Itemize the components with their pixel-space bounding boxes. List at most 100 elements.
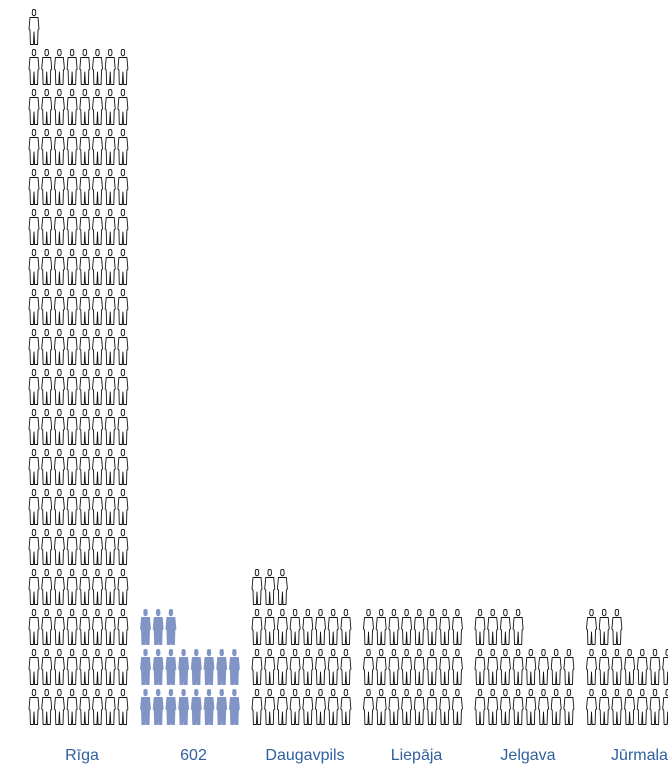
bar-3	[363, 609, 463, 725]
person-icon	[302, 609, 314, 645]
bar-0	[28, 9, 129, 725]
person-icon	[598, 609, 610, 645]
person-icon	[92, 689, 103, 725]
person-icon	[190, 689, 202, 725]
person-icon	[117, 209, 129, 245]
person-icon	[104, 249, 116, 285]
person-icon	[79, 289, 91, 325]
person-icon	[340, 649, 352, 685]
person-icon	[79, 129, 91, 165]
person-icon	[525, 649, 537, 685]
person-icon	[117, 449, 129, 485]
person-icon	[104, 89, 116, 125]
person-icon	[104, 489, 116, 525]
person-icon	[315, 649, 326, 685]
person-icon	[375, 649, 387, 685]
person-icon	[79, 449, 91, 485]
person-icon	[611, 609, 623, 645]
person-icon	[79, 609, 91, 645]
person-icon	[340, 689, 352, 725]
person-icon	[53, 129, 65, 165]
person-icon	[649, 689, 661, 725]
person-icon	[264, 689, 276, 725]
person-icon	[487, 689, 499, 725]
person-icon	[327, 689, 339, 725]
person-icon	[451, 609, 463, 645]
person-icon	[178, 649, 190, 685]
person-icon	[53, 289, 65, 325]
person-icon	[66, 369, 78, 405]
person-icon	[41, 129, 53, 165]
person-icon	[451, 649, 463, 685]
person-icon	[41, 89, 53, 125]
person-icon	[66, 289, 78, 325]
person-icon	[117, 89, 129, 125]
person-icon	[611, 689, 623, 725]
person-icon	[104, 129, 116, 165]
person-icon	[439, 649, 451, 685]
person-icon	[28, 689, 40, 725]
person-icon	[499, 649, 511, 685]
category-label: Jūrmala	[611, 747, 668, 764]
person-icon	[611, 649, 623, 685]
person-icon	[117, 609, 129, 645]
person-icon	[327, 609, 339, 645]
person-icon	[140, 609, 151, 645]
person-icon	[79, 529, 91, 565]
person-icon	[104, 169, 116, 205]
person-icon	[216, 649, 228, 685]
person-icon	[203, 649, 215, 685]
category-label: Daugavpils	[265, 747, 345, 764]
person-icon	[53, 569, 65, 605]
person-icon	[28, 89, 40, 125]
person-icon	[117, 529, 129, 565]
person-icon	[624, 649, 636, 685]
person-icon	[474, 649, 486, 685]
person-icon	[649, 649, 661, 685]
person-icon	[538, 649, 549, 685]
person-icon	[117, 49, 129, 85]
person-icon	[363, 609, 374, 645]
person-icon	[117, 689, 129, 725]
person-icon	[92, 409, 103, 445]
person-icon	[104, 329, 116, 365]
person-icon	[104, 689, 116, 725]
person-icon	[92, 529, 103, 565]
person-icon	[264, 569, 276, 605]
person-icon	[92, 569, 103, 605]
person-icon	[53, 449, 65, 485]
person-icon	[426, 689, 438, 725]
person-icon	[92, 369, 103, 405]
person-icon	[451, 689, 463, 725]
person-icon	[165, 649, 177, 685]
person-icon	[79, 689, 91, 725]
person-icon	[538, 689, 549, 725]
person-icon	[66, 529, 78, 565]
person-icon	[276, 689, 288, 725]
person-icon	[41, 249, 53, 285]
person-icon	[28, 289, 40, 325]
person-icon	[104, 409, 116, 445]
person-icon	[251, 609, 263, 645]
person-icon	[276, 609, 288, 645]
person-icon	[662, 649, 668, 685]
person-icon	[79, 569, 91, 605]
person-icon	[117, 369, 129, 405]
person-icon	[598, 689, 610, 725]
person-icon	[79, 89, 91, 125]
person-icon	[66, 49, 78, 85]
person-icon	[140, 689, 151, 725]
person-icon	[401, 689, 413, 725]
person-icon	[92, 329, 103, 365]
person-icon	[66, 489, 78, 525]
person-icon	[92, 249, 103, 285]
bar-2	[251, 569, 352, 725]
person-icon	[512, 609, 524, 645]
person-icon	[53, 49, 65, 85]
person-icon	[117, 169, 129, 205]
bar-1	[140, 609, 240, 725]
person-icon	[117, 289, 129, 325]
person-icon	[92, 449, 103, 485]
person-icon	[41, 569, 53, 605]
